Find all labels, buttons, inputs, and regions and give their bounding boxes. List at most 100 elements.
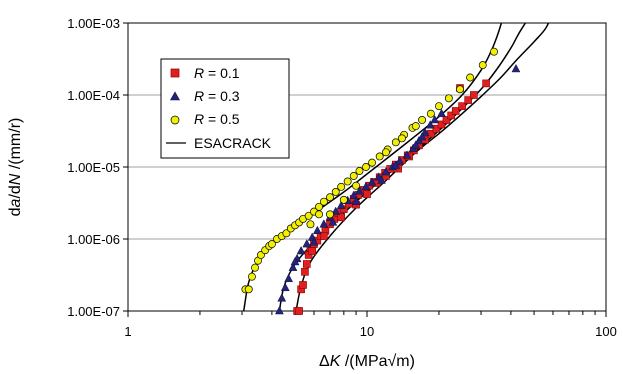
legend-label-r03: R = 0.3 (194, 88, 240, 104)
point-r05 (368, 158, 377, 167)
point-r05 (426, 109, 435, 118)
point-r05 (251, 263, 259, 272)
point-r05 (244, 285, 253, 294)
point-r03 (355, 186, 364, 195)
point-r01 (363, 190, 371, 198)
point-r05 (478, 61, 487, 70)
point-r05 (331, 188, 340, 196)
point-r01 (447, 111, 455, 120)
point-r05 (355, 167, 364, 175)
y-tick-label: 1.00E-07 (67, 304, 120, 319)
point-r03 (312, 225, 322, 235)
point-r03 (411, 140, 421, 149)
point-r03 (361, 181, 371, 191)
legend-label-r05: R = 0.5 (194, 111, 240, 127)
point-r03 (284, 273, 294, 283)
point-r05 (362, 163, 370, 171)
point-r03 (417, 132, 427, 141)
x-tick-label: 10 (360, 324, 374, 339)
point-r05 (339, 195, 348, 204)
point-r05 (349, 172, 358, 180)
point-r01 (303, 260, 311, 268)
point-r03 (430, 114, 440, 124)
point-r03 (377, 175, 386, 184)
point-r03 (288, 262, 298, 271)
y-tick-label: 1.00E-05 (67, 160, 120, 175)
point-r05 (466, 73, 475, 82)
point-r05 (319, 197, 328, 206)
point-r03 (290, 256, 300, 266)
y-tick-label: 1.00E-04 (67, 88, 120, 103)
point-r03 (349, 190, 359, 199)
legend: R = 0.1 R = 0.3 R = 0.5 ESACRACK (160, 58, 290, 159)
point-r03 (437, 108, 446, 117)
point-r05 (326, 193, 334, 202)
point-r05 (247, 272, 256, 281)
point-r05 (411, 122, 420, 131)
point-r05 (418, 116, 427, 124)
point-r01 (451, 107, 460, 115)
point-r05 (391, 138, 400, 147)
legend-label-r01: R = 0.1 (194, 65, 240, 81)
esacrack-curve (295, 23, 550, 311)
point-r05 (434, 102, 443, 111)
point-r05 (381, 148, 390, 157)
legend-marker-r03 (169, 91, 181, 101)
point-r05 (490, 47, 498, 56)
point-r01 (299, 281, 307, 289)
x-axis-label: ΔK /(MPa√m) (319, 353, 415, 370)
point-r01 (442, 116, 451, 124)
y-tick-label: 1.00E-03 (67, 16, 120, 31)
point-r05 (326, 210, 334, 219)
legend-marker-r01 (170, 68, 180, 78)
point-r05 (375, 152, 384, 161)
y-axis-label: da/dN /(mm/r) (7, 118, 24, 217)
x-axis-ticks: 1 10 100 (124, 311, 617, 339)
point-r03 (274, 305, 284, 315)
y-axis-ticks: 1.00E-07 1.00E-06 1.00E-05 1.00E-04 1.00E-03 (67, 16, 128, 319)
point-r03 (331, 206, 341, 215)
point-r05 (282, 229, 291, 238)
legend-box (160, 58, 290, 159)
y-tick-label: 1.00E-06 (67, 232, 120, 247)
legend-marker-r05 (170, 115, 180, 125)
point-r03 (302, 239, 312, 248)
point-r03 (395, 156, 405, 165)
legend-label-esacrack: ESACRACK (194, 135, 272, 151)
point-r05 (343, 177, 352, 186)
point-r03 (280, 282, 290, 292)
point-r01 (295, 307, 303, 315)
point-r03 (420, 127, 430, 136)
point-r05 (352, 181, 361, 190)
point-r01 (437, 120, 446, 129)
point-r03 (309, 237, 319, 246)
point-r05 (315, 210, 323, 219)
x-tick-label: 1 (124, 324, 131, 339)
point-r03 (367, 177, 377, 186)
point-r01 (464, 96, 472, 104)
point-r01 (458, 102, 466, 110)
point-r05 (456, 85, 464, 94)
point-r03 (319, 219, 329, 228)
point-r01 (308, 247, 317, 255)
point-r01 (301, 268, 309, 276)
point-r03 (381, 167, 391, 176)
point-r01 (337, 213, 346, 222)
data-points (241, 47, 521, 315)
point-r05 (267, 240, 276, 249)
point-r03 (328, 217, 338, 226)
point-r05 (397, 134, 406, 143)
point-r05 (304, 211, 313, 220)
point-r03 (336, 200, 346, 209)
point-r03 (277, 293, 287, 302)
point-r01 (470, 91, 478, 99)
point-r03 (511, 63, 521, 73)
x-tick-label: 100 (595, 324, 617, 339)
point-r01 (482, 79, 490, 88)
point-r03 (351, 196, 361, 205)
point-r03 (402, 150, 412, 159)
point-r05 (337, 182, 346, 191)
point-r03 (296, 246, 306, 255)
point-r03 (425, 120, 435, 129)
